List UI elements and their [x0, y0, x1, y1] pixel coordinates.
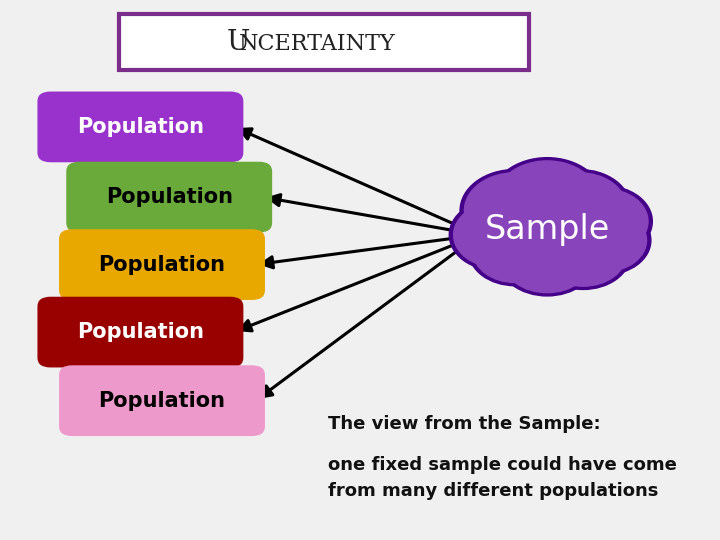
Text: U: U [227, 29, 250, 56]
Circle shape [498, 222, 596, 296]
Circle shape [562, 189, 648, 254]
Text: Population: Population [106, 187, 233, 207]
FancyBboxPatch shape [66, 162, 272, 232]
Circle shape [449, 199, 544, 271]
Circle shape [563, 209, 647, 272]
Circle shape [528, 170, 631, 246]
Text: Sample: Sample [485, 213, 610, 246]
FancyBboxPatch shape [59, 229, 265, 300]
Circle shape [469, 217, 561, 286]
Circle shape [460, 170, 570, 252]
Circle shape [474, 175, 620, 284]
Text: Population: Population [77, 117, 204, 137]
Text: one fixed sample could have come
from many different populations: one fixed sample could have come from ma… [328, 456, 677, 500]
FancyBboxPatch shape [37, 91, 243, 162]
Circle shape [479, 178, 616, 281]
Circle shape [495, 161, 599, 239]
FancyBboxPatch shape [37, 297, 243, 367]
Circle shape [491, 158, 603, 242]
Circle shape [559, 206, 651, 275]
Text: NCERTAINTY: NCERTAINTY [239, 33, 396, 55]
Circle shape [503, 226, 592, 293]
FancyBboxPatch shape [59, 365, 265, 436]
Circle shape [540, 221, 626, 286]
Circle shape [557, 186, 652, 257]
Circle shape [454, 202, 540, 267]
Circle shape [533, 173, 626, 243]
Text: The view from the Sample:: The view from the Sample: [328, 415, 600, 433]
Text: Population: Population [99, 390, 225, 411]
Text: Population: Population [77, 322, 204, 342]
Circle shape [464, 173, 565, 248]
FancyBboxPatch shape [119, 14, 529, 70]
Circle shape [473, 220, 557, 282]
Text: Population: Population [99, 254, 225, 275]
Circle shape [536, 218, 631, 289]
